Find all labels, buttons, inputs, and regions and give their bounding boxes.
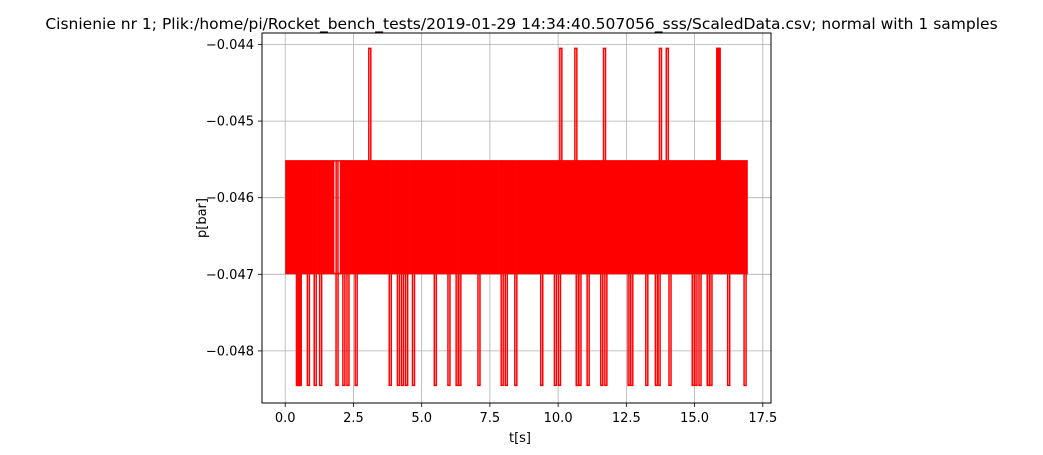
noise-band [319, 160, 335, 274]
x-tick-label: 15.0 [680, 411, 709, 426]
x-tick-label: 0.0 [275, 411, 296, 426]
noise-band [457, 160, 473, 274]
y-axis-label: p[bar] [195, 198, 210, 238]
low-spike [458, 273, 462, 387]
high-spike [574, 47, 578, 161]
noise-band [424, 160, 443, 274]
high-spike [602, 47, 607, 161]
noise-band [443, 160, 456, 274]
high-spike [658, 47, 663, 161]
low-spike [557, 273, 562, 387]
y-tick-label: −0.048 [206, 344, 254, 359]
low-spike [668, 273, 672, 387]
noise-transitions [285, 160, 748, 275]
low-spike [335, 273, 339, 387]
low-spike [694, 273, 698, 387]
low-spike [706, 273, 710, 387]
x-tick-label: 5.0 [411, 411, 432, 426]
low-spike [726, 273, 731, 387]
x-tick-label: 10.0 [544, 411, 573, 426]
y-tick-label: −0.046 [206, 191, 254, 206]
low-spike [698, 273, 702, 387]
noise-band [285, 160, 298, 274]
low-spike [553, 273, 558, 387]
low-spike [539, 273, 544, 387]
noise-band [349, 160, 391, 274]
low-spike [657, 273, 661, 387]
low-spike [396, 273, 401, 387]
low-spike [346, 273, 350, 387]
low-spike [433, 273, 438, 387]
high-spike [717, 47, 721, 161]
low-spike [298, 273, 302, 387]
low-spike [627, 273, 631, 387]
low-spike [578, 273, 582, 387]
high-spike [559, 47, 563, 161]
low-spike [404, 273, 409, 387]
low-spike [388, 273, 393, 387]
low-spike [447, 273, 451, 387]
noise-band [473, 160, 497, 274]
x-tick-label: 2.5 [343, 411, 364, 426]
low-spike [691, 273, 695, 387]
low-spike [743, 273, 747, 387]
noise-band [410, 160, 424, 274]
noise-band [339, 160, 348, 274]
high-spike [665, 47, 670, 161]
x-axis-label: t[s] [509, 431, 531, 446]
x-tick-label: 7.5 [480, 411, 501, 426]
noise-band [399, 160, 410, 274]
low-spike [477, 273, 481, 387]
low-spike [306, 273, 311, 387]
noise-band [517, 160, 748, 274]
low-spike [504, 273, 509, 387]
low-spike [645, 273, 649, 387]
low-spike [575, 273, 579, 387]
noise-band [298, 160, 318, 274]
y-tick-label: −0.047 [206, 268, 254, 283]
low-spike [500, 273, 504, 387]
low-spike [342, 273, 346, 387]
low-spike [354, 273, 358, 387]
low-spike [709, 273, 713, 387]
low-spike [313, 273, 317, 387]
pressure-series [285, 47, 748, 387]
x-tick-label: 17.5 [748, 411, 777, 426]
low-spike [455, 273, 459, 387]
y-tick-label: −0.045 [206, 115, 254, 130]
low-spike [604, 273, 608, 387]
low-spike [411, 273, 416, 387]
low-spike [400, 273, 405, 387]
low-spike [654, 273, 659, 387]
low-spike [318, 273, 323, 387]
noise-band [391, 160, 399, 274]
y-axis: −0.048 −0.047 −0.046 −0.045 −0.044 [206, 38, 262, 359]
x-tick-label: 12.5 [612, 411, 641, 426]
plot-frame [261, 32, 772, 404]
low-spike [514, 273, 518, 387]
chart-title: Cisnienie nr 1; Plik:/home/pi/Rocket_ben… [45, 15, 997, 34]
low-spike [586, 273, 590, 387]
high-spike [368, 47, 372, 161]
noise-band [498, 160, 516, 274]
low-spike [630, 273, 634, 387]
y-tick-label: −0.044 [206, 38, 254, 53]
plot-area [285, 47, 748, 387]
low-spike [600, 273, 604, 387]
x-axis: 0.0 2.5 5.0 7.5 10.0 12.5 15.0 17.5 [275, 403, 777, 426]
